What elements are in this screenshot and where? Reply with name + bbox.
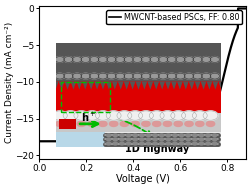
Text: 1D highway: 1D highway xyxy=(124,144,188,153)
Legend: MWCNT-based PSCs, FF: 0.80: MWCNT-based PSCs, FF: 0.80 xyxy=(106,10,241,24)
Y-axis label: Current Density (mA cm⁻²): Current Density (mA cm⁻²) xyxy=(5,22,14,143)
X-axis label: Voltage (V): Voltage (V) xyxy=(115,174,169,184)
